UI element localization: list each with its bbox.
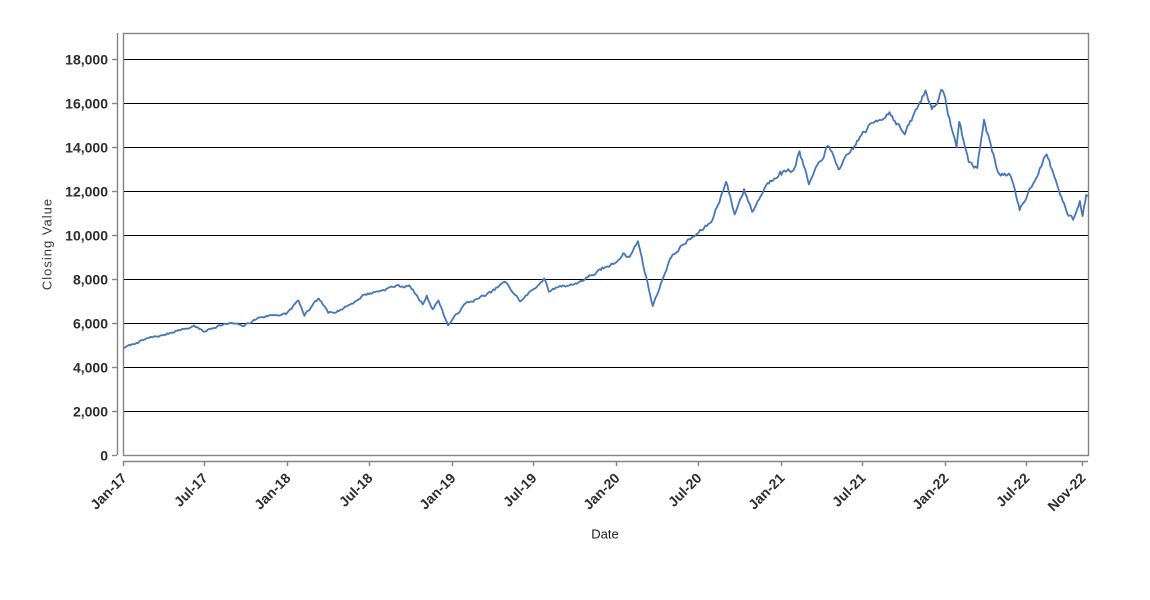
y-tick-label: 14,000 <box>65 140 108 156</box>
x-axis-title: Date <box>591 526 619 542</box>
y-axis-title: Closing Value <box>39 197 55 291</box>
y-axis: 0 2,000 4,000 6,000 8,000 10,000 12,000 14,000 1… <box>65 33 119 464</box>
x-axis: Jan-17 Jul-17 Jan-18 Jul-18 Jan-19 Jul-19 Jan-… <box>87 460 1089 514</box>
x-tick-label: Jul-22 <box>993 470 1033 510</box>
y-tick-label: 10,000 <box>65 228 108 244</box>
x-tick-label: Jul-18 <box>336 470 376 510</box>
y-tick-label: 6,000 <box>73 316 108 332</box>
x-tick-label: Jul-17 <box>171 470 211 510</box>
x-tick-label: Nov-22 <box>1044 470 1088 514</box>
series-line <box>123 88 1089 349</box>
y-tick-label: 12,000 <box>65 184 108 200</box>
x-tick-label: Jan-17 <box>87 470 130 513</box>
x-tick-label: Jul-20 <box>665 470 705 510</box>
y-tick-label: 2,000 <box>73 404 108 420</box>
y-tick-label: 18,000 <box>65 52 108 68</box>
x-tick-label: Jan-19 <box>416 470 459 513</box>
y-tick-label: 4,000 <box>73 360 108 376</box>
gridlines <box>123 59 1088 412</box>
x-tick-label: Jan-22 <box>909 470 952 513</box>
x-tick-label: Jul-19 <box>500 470 540 510</box>
x-tick-label: Jan-21 <box>745 470 788 513</box>
y-tick-label: 0 <box>100 448 108 464</box>
x-tick-label: Jan-20 <box>580 470 623 513</box>
y-tick-label: 8,000 <box>73 272 108 288</box>
x-tick-label: Jul-21 <box>829 470 869 510</box>
plot-border <box>122 32 1090 457</box>
y-tick-label: 16,000 <box>65 96 108 112</box>
x-tick-label: Jan-18 <box>251 470 294 513</box>
